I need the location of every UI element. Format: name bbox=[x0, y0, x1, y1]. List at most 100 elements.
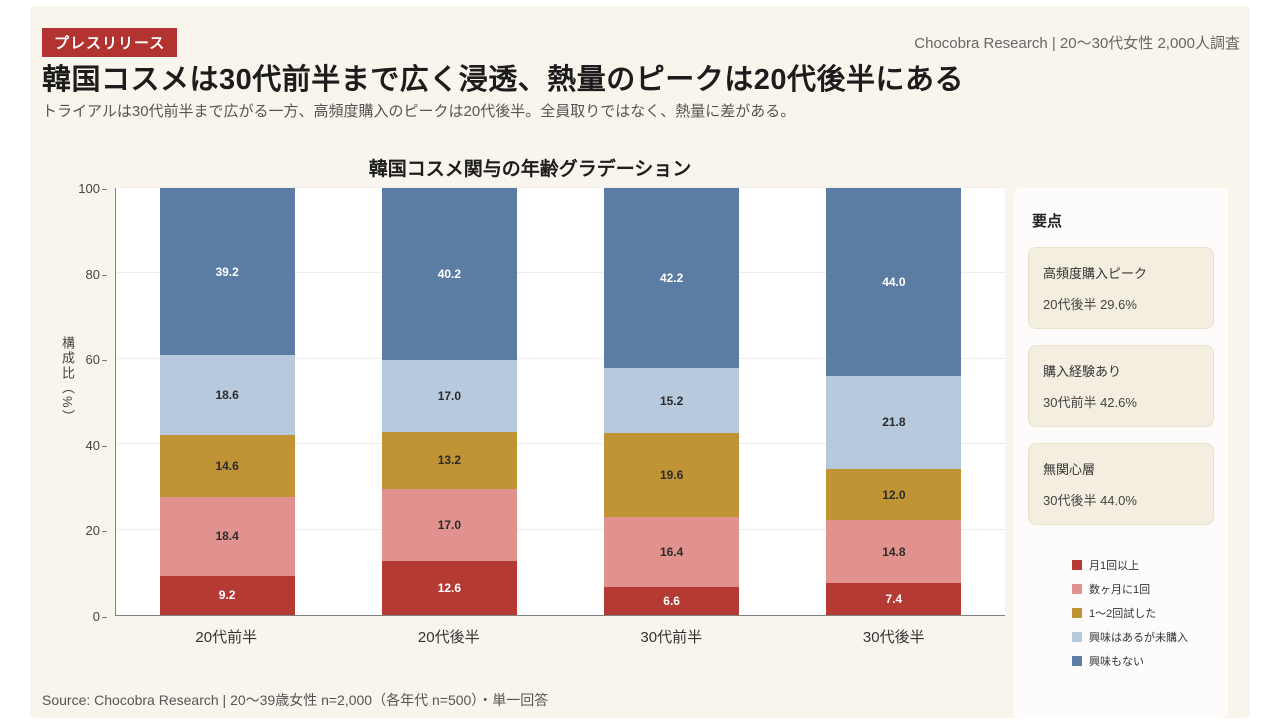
legend-label: 1〜2回試した bbox=[1089, 608, 1157, 620]
x-tick-label: 30代後半 bbox=[862, 629, 925, 646]
gridline bbox=[116, 357, 1005, 359]
legend-item: 1〜2回試した bbox=[1072, 605, 1228, 621]
segment-value-label: 15.2 bbox=[659, 393, 684, 408]
segment-value-label: 14.8 bbox=[882, 544, 906, 559]
legend-label: 興味もない bbox=[1089, 656, 1144, 668]
bar-segment: 17.0 bbox=[381, 488, 517, 562]
legend: 月1回以上数ヶ月に1回 1〜2回試した興味はあるが未購入 興味もない bbox=[1072, 557, 1228, 669]
segment-value-label: 16.4 bbox=[659, 544, 684, 559]
key-point-value: 20代後半 29.6% bbox=[1043, 297, 1137, 312]
segment-value-label: 18.6 bbox=[215, 388, 239, 403]
legend-item: 興味はあるが未購入 bbox=[1072, 629, 1228, 645]
segment-value-label: 12.0 bbox=[882, 487, 906, 502]
segment-value-label: 7.4 bbox=[885, 592, 903, 607]
legend-item: 興味もない bbox=[1072, 653, 1228, 669]
key-point-label: 購入経験あり bbox=[1043, 364, 1122, 379]
bar-segment: 6.6 bbox=[604, 586, 740, 615]
plot-area: 39.2 18.6 14.6 18.4 9.2 40.2 17.0 13.2 17.0 12.6 4… bbox=[115, 187, 1005, 616]
segment-value-label: 40.2 bbox=[437, 266, 462, 281]
bar-segment: 12.0 bbox=[826, 468, 962, 521]
bars-row: 39.2 18.6 14.6 18.4 9.2 40.2 17.0 13.2 17.0 12.6 4… bbox=[116, 188, 1005, 615]
legend-item: 月1回以上 bbox=[1072, 557, 1228, 573]
stacked-bar: 40.2 17.0 13.2 17.0 12.6 bbox=[381, 188, 517, 615]
stacked-bar: 44.0 21.8 12.0 14.8 7.4 bbox=[826, 188, 962, 615]
segment-value-label: 12.6 bbox=[437, 581, 462, 596]
bar-segment: 44.0 bbox=[826, 188, 962, 376]
key-point-value: 30代後半 44.0% bbox=[1043, 493, 1137, 508]
y-axis: 0 20 40 60 80 100 bbox=[76, 181, 108, 624]
bar-segment: 9.2 bbox=[159, 575, 295, 615]
bar-segment: 7.4 bbox=[826, 583, 962, 615]
y-tick-label: 20 bbox=[60, 523, 107, 538]
gridline bbox=[116, 443, 1005, 445]
x-tick-label: 30代前半 bbox=[640, 629, 703, 646]
key-point-label: 高頻度購入ピーク bbox=[1043, 266, 1148, 281]
research-note: Chocobra Research | 20〜30代女性 2,000人調査 bbox=[914, 35, 1240, 52]
bar-segment: 12.6 bbox=[381, 561, 517, 615]
x-tick-label: 20代後半 bbox=[417, 629, 480, 646]
legend-swatch bbox=[1072, 560, 1082, 570]
bar-segment: 40.2 bbox=[381, 188, 517, 360]
page-subtitle: トライアルは30代前半まで広がる一方、高頻度購入のピークは20代後半。全員取りで… bbox=[42, 103, 796, 120]
key-point-card: 高頻度購入ピーク 20代後半 29.6% bbox=[1028, 247, 1214, 329]
bar-segment: 14.6 bbox=[159, 434, 295, 498]
bar-segment: 16.4 bbox=[604, 516, 740, 587]
y-tick-label: 100 bbox=[60, 181, 107, 196]
bar-slot: 39.2 18.6 14.6 18.4 9.2 bbox=[116, 188, 338, 615]
gridline bbox=[116, 272, 1005, 274]
segment-value-label: 19.6 bbox=[659, 467, 684, 482]
segment-value-label: 44.0 bbox=[882, 274, 906, 289]
key-point-card: 購入経験あり 30代前半 42.6% bbox=[1028, 345, 1214, 427]
bar-slot: 40.2 17.0 13.2 17.0 12.6 bbox=[338, 188, 560, 615]
y-tick-label: 80 bbox=[60, 267, 107, 282]
bar-segment: 18.4 bbox=[159, 497, 295, 576]
key-point-card: 無関心層 30代後半 44.0% bbox=[1028, 443, 1214, 525]
legend-swatch bbox=[1072, 584, 1082, 594]
legend-label: 月1回以上 bbox=[1089, 560, 1140, 572]
page-title: 韓国コスメは30代前半まで広く浸透、熱量のピークは20代後半にある bbox=[42, 64, 965, 96]
x-axis-labels: 20代前半 20代後半 30代前半 30代後半 bbox=[115, 626, 1005, 647]
stacked-bar: 42.2 15.2 19.6 16.4 6.6 bbox=[604, 188, 740, 615]
bar-segment: 14.8 bbox=[826, 520, 962, 584]
key-points-title: 要点 bbox=[1032, 213, 1063, 230]
bar-slot: 44.0 21.8 12.0 14.8 7.4 bbox=[783, 188, 1005, 615]
y-tick-label: 0 bbox=[60, 609, 107, 624]
legend-label: 興味はあるが未購入 bbox=[1089, 632, 1188, 644]
bar-segment: 13.2 bbox=[381, 432, 517, 489]
press-release-panel: プレスリリース Chocobra Research | 20〜30代女性 2,0… bbox=[30, 6, 1250, 718]
segment-value-label: 21.8 bbox=[882, 415, 906, 430]
bar-segment: 39.2 bbox=[159, 188, 295, 356]
legend-swatch bbox=[1072, 632, 1082, 642]
key-points-panel: 要点 高頻度購入ピーク 20代後半 29.6% 購入経験あり 30代前半 42.… bbox=[1014, 188, 1228, 718]
y-tick-label: 60 bbox=[60, 352, 107, 367]
legend-swatch bbox=[1072, 656, 1082, 666]
key-point-label: 無関心層 bbox=[1043, 462, 1096, 477]
bar-segment: 19.6 bbox=[604, 433, 740, 517]
y-axis-title: 構成比（%） bbox=[60, 336, 75, 425]
segment-value-label: 18.4 bbox=[215, 529, 239, 544]
x-tick-label: 20代前半 bbox=[195, 629, 258, 646]
segment-value-label: 9.2 bbox=[218, 588, 236, 603]
segment-value-label: 14.6 bbox=[215, 458, 239, 473]
segment-value-label: 17.0 bbox=[437, 517, 462, 532]
key-point-value: 30代前半 42.6% bbox=[1043, 395, 1137, 410]
bar-segment: 42.2 bbox=[604, 188, 740, 369]
segment-value-label: 17.0 bbox=[437, 388, 462, 403]
y-tick-label: 40 bbox=[60, 438, 107, 453]
legend-label: 数ヶ月に1回 bbox=[1089, 584, 1151, 596]
segment-value-label: 13.2 bbox=[437, 453, 462, 468]
bar-segment: 15.2 bbox=[604, 368, 740, 434]
stacked-bar: 39.2 18.6 14.6 18.4 9.2 bbox=[159, 188, 295, 615]
segment-value-label: 6.6 bbox=[663, 593, 680, 608]
bar-slot: 42.2 15.2 19.6 16.4 6.6 bbox=[561, 188, 783, 615]
gridline bbox=[116, 528, 1005, 530]
press-release-badge: プレスリリース bbox=[42, 28, 178, 57]
segment-value-label: 42.2 bbox=[659, 271, 684, 286]
bar-segment: 21.8 bbox=[826, 375, 962, 469]
legend-item: 数ヶ月に1回 bbox=[1072, 581, 1228, 597]
bar-segment: 18.6 bbox=[159, 355, 295, 435]
bar-segment: 17.0 bbox=[381, 359, 517, 433]
legend-swatch bbox=[1072, 608, 1082, 618]
segment-value-label: 39.2 bbox=[215, 264, 239, 279]
chart-title: 韓国コスメ関与の年齢グラデーション bbox=[368, 159, 692, 180]
